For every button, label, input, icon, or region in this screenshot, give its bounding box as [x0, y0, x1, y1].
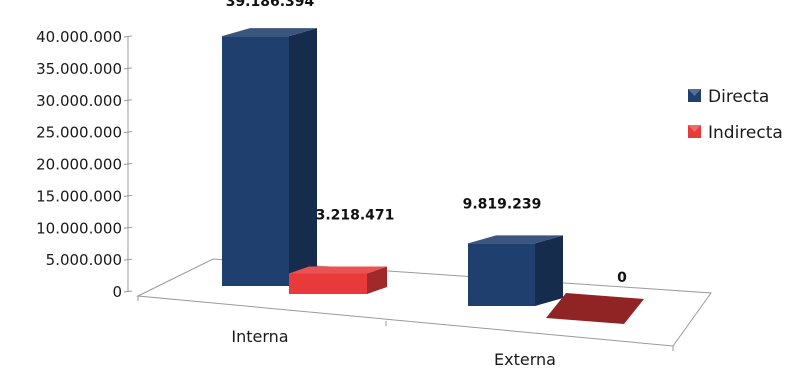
- y-tick-mark: [123, 163, 133, 165]
- bar-side-face: [289, 28, 317, 287]
- y-tick-label: 35.000.000: [36, 60, 122, 78]
- y-tick-label: 5.000.000: [46, 251, 122, 269]
- bar-directa-interna: [222, 36, 289, 286]
- y-tick-mark: [123, 258, 133, 261]
- y-tick-mark: [123, 226, 133, 229]
- y-tick-label: 30.000.000: [36, 92, 122, 110]
- y-tick-label: 40.000.000: [36, 28, 122, 46]
- y-tick-mark: [123, 290, 133, 293]
- chart-legend: Directa Indirecta: [688, 87, 783, 143]
- bar-side-face: [535, 235, 563, 306]
- bar-top-face: [468, 235, 563, 244]
- bar-top-face: [222, 28, 317, 37]
- data-label: 0: [617, 270, 627, 286]
- data-label: 3.218.471: [316, 207, 395, 223]
- bar-directa-externa: [468, 243, 535, 306]
- chart-labels: Interna Externa 39.186.394 9.819.239 3.218.4…: [226, 0, 627, 369]
- y-tick-mark: [123, 131, 133, 134]
- y-tick-label: 20.000.000: [36, 156, 122, 174]
- y-tick-label: 0: [112, 283, 122, 301]
- legend-label: Directa: [708, 87, 769, 107]
- y-tick-mark: [123, 194, 133, 197]
- chart-bars: [222, 28, 644, 324]
- data-label: 39.186.394: [226, 0, 315, 10]
- chart-axes: 0 5.000.000 10.000.000 15.000.000 20.000.000…: [36, 28, 133, 301]
- y-tick-mark: [123, 35, 133, 38]
- bar-indirecta-interna: [289, 273, 367, 294]
- y-tick-label: 25.000.000: [36, 124, 122, 142]
- legend-swatch-shine: [688, 89, 701, 96]
- bar-indirecta-externa: [546, 293, 644, 324]
- y-tick-mark: [123, 67, 133, 70]
- bar-side-face: [367, 266, 387, 294]
- legend-swatch-shine: [688, 125, 701, 132]
- legend-label: Indirecta: [708, 123, 783, 143]
- y-tick-label: 10.000.000: [36, 219, 122, 237]
- bar-top-face: [289, 266, 387, 274]
- y-tick-mark: [123, 99, 133, 102]
- x-category-label: Externa: [494, 350, 556, 369]
- x-category-label: Interna: [231, 327, 288, 346]
- data-label: 9.819.239: [463, 196, 542, 212]
- y-tick-label: 15.000.000: [36, 187, 122, 205]
